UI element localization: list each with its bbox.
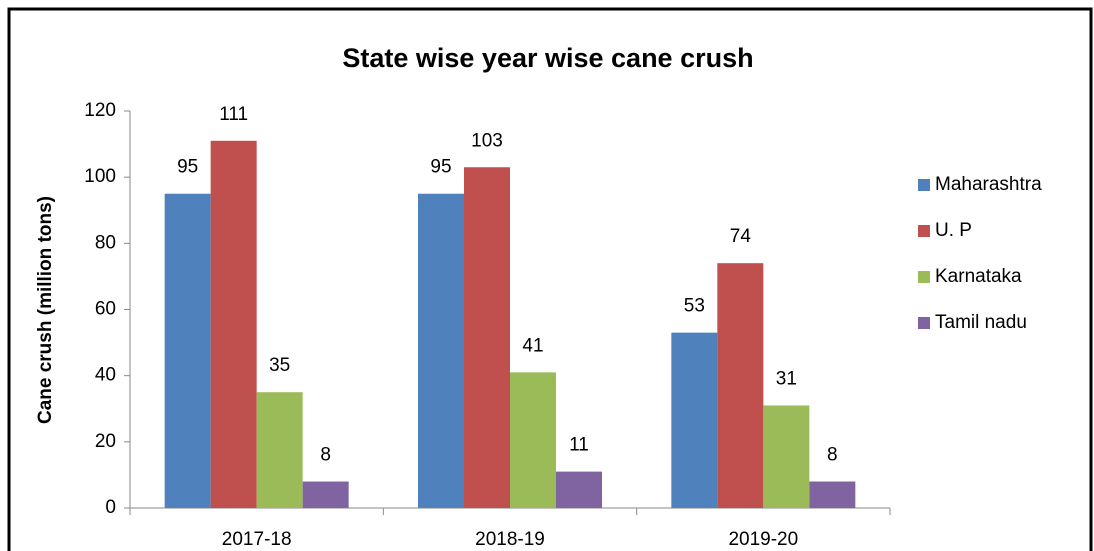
bar xyxy=(164,193,211,509)
x-tick-label: 2019-20 xyxy=(728,529,798,550)
y-tick-label: 60 xyxy=(95,299,116,320)
data-label: 8 xyxy=(320,445,331,466)
data-label: 11 xyxy=(569,435,589,456)
bar xyxy=(763,405,810,508)
bar xyxy=(809,481,856,508)
bar xyxy=(210,140,257,508)
data-label: 41 xyxy=(522,335,543,356)
x-tick-label: 2018-19 xyxy=(475,529,545,550)
legend-swatch xyxy=(918,225,930,237)
bar xyxy=(671,332,718,508)
bar xyxy=(510,372,556,508)
data-label: 35 xyxy=(269,355,290,376)
data-label: 103 xyxy=(471,130,503,151)
data-label: 95 xyxy=(177,157,198,178)
data-label: 53 xyxy=(684,296,705,317)
bar xyxy=(418,193,464,509)
frame xyxy=(7,7,1093,551)
legend-label: Karnataka xyxy=(935,266,1022,287)
bar xyxy=(464,167,510,508)
legend-label: Maharashtra xyxy=(935,174,1042,195)
data-label: 31 xyxy=(776,368,797,389)
y-tick-label: 100 xyxy=(84,166,116,187)
y-axis-label: Cane crush (million tons) xyxy=(35,196,56,424)
x-tick-label: 2017-18 xyxy=(222,529,292,550)
y-tick-label: 80 xyxy=(95,232,116,253)
y-tick-label: 0 xyxy=(105,497,116,518)
legend-swatch xyxy=(918,179,930,191)
y-tick-label: 120 xyxy=(84,100,116,121)
bar xyxy=(717,263,764,508)
legend-label: U. P xyxy=(935,220,972,241)
data-label: 8 xyxy=(827,445,838,466)
y-tick-label: 40 xyxy=(95,365,116,386)
legend-swatch xyxy=(918,317,930,329)
data-label: 111 xyxy=(219,104,248,125)
bar xyxy=(302,481,349,508)
legend-swatch xyxy=(918,271,930,283)
bar xyxy=(256,392,303,508)
legend-label: Tamil nadu xyxy=(935,312,1027,333)
data-label: 74 xyxy=(730,226,752,247)
data-label: 95 xyxy=(430,157,451,178)
bar xyxy=(556,471,602,508)
y-tick-label: 20 xyxy=(95,431,116,452)
chart-title: State wise year wise cane crush xyxy=(342,43,753,73)
